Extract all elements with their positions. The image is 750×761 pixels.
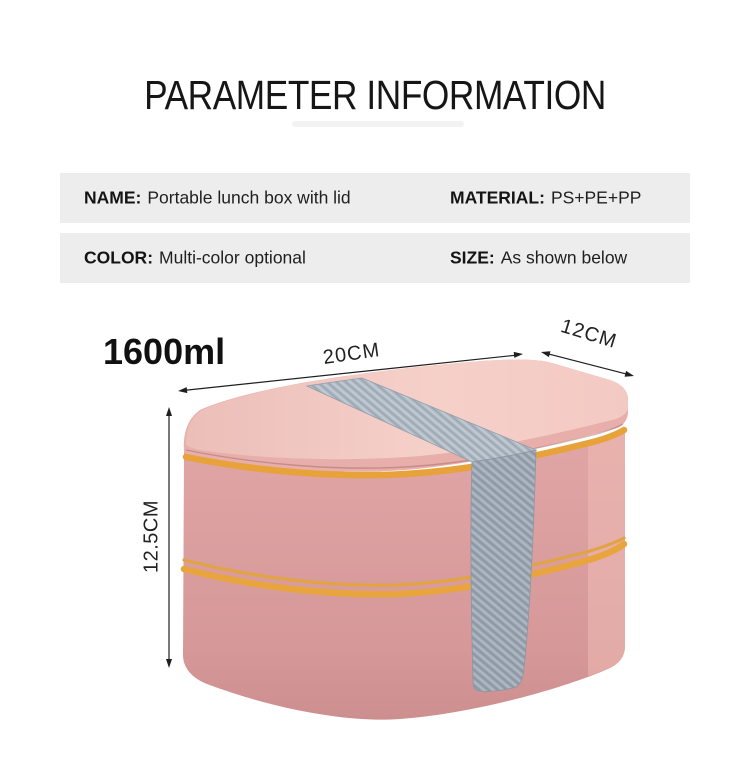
gold-band-lower-thin bbox=[182, 536, 626, 587]
spec-row-2: COLOR: Multi-color optional SIZE: As shown… bbox=[60, 233, 690, 283]
gold-band-upper bbox=[182, 426, 628, 479]
strap-front bbox=[470, 449, 537, 692]
volume-label: 1600ml bbox=[103, 331, 226, 372]
height-arrow bbox=[166, 407, 172, 668]
spec-cell-size: SIZE: As shown below bbox=[450, 248, 627, 269]
height-label: 12.5CM bbox=[140, 499, 163, 574]
spec-value-material: PS+PE+PP bbox=[550, 187, 642, 208]
spec-label-material: MATERIAL: bbox=[450, 187, 545, 208]
spec-label-size: SIZE: bbox=[450, 247, 495, 268]
spec-value-size: As shown below bbox=[500, 247, 628, 268]
spec-row-1: NAME: Portable lunch box with lid MATERIA… bbox=[60, 173, 690, 223]
page-title: PARAMETER INFORMATION bbox=[144, 72, 606, 118]
spec-cell-color: COLOR: Multi-color optional bbox=[84, 248, 306, 269]
spec-value-color: Multi-color optional bbox=[159, 247, 306, 268]
spec-cell-material: MATERIAL: PS+PE+PP bbox=[450, 188, 641, 209]
depth-arrow bbox=[541, 351, 634, 377]
spec-label-color: COLOR: bbox=[84, 247, 154, 268]
faint-watermark bbox=[292, 121, 464, 127]
spec-value-name: Portable lunch box with lid bbox=[147, 187, 351, 208]
length-arrow bbox=[178, 351, 523, 394]
lid-seam-shadow bbox=[185, 423, 624, 469]
spec-label-name: NAME: bbox=[84, 187, 142, 208]
gold-band-lower-main bbox=[180, 540, 628, 598]
spec-cell-name: NAME: Portable lunch box with lid bbox=[84, 188, 351, 209]
